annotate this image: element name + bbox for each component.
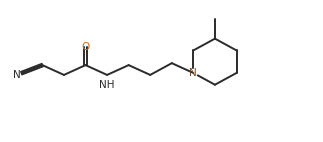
Text: N: N (13, 70, 21, 80)
Text: O: O (81, 42, 90, 53)
Text: NH: NH (99, 80, 115, 90)
Text: N: N (190, 68, 197, 78)
